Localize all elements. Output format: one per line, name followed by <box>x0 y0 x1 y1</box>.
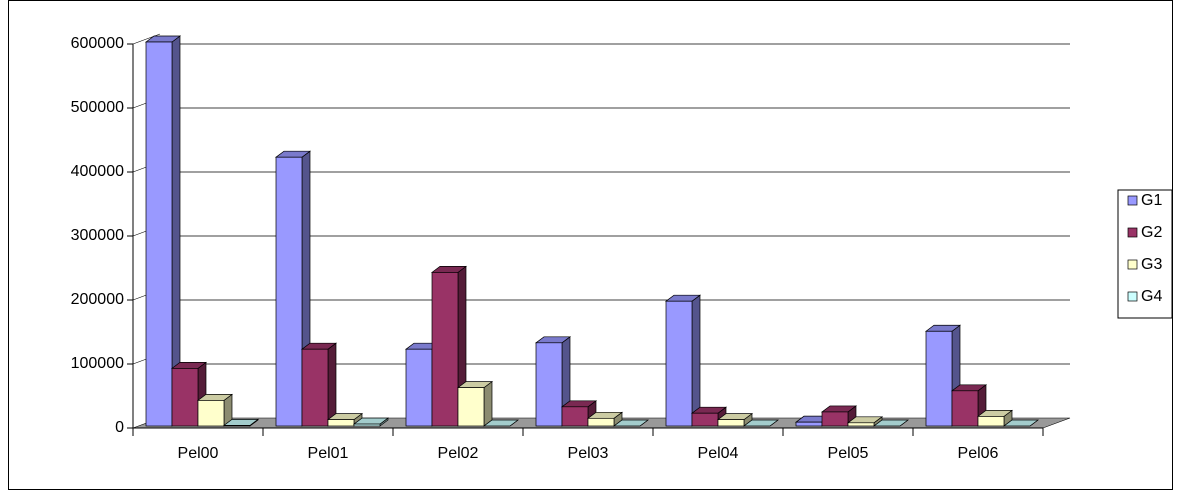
bar <box>977 416 1005 427</box>
y-tick-label: 400000 <box>71 163 124 180</box>
x-tick-label: Pel00 <box>178 445 219 462</box>
bar-side <box>691 294 701 427</box>
bar <box>431 272 459 427</box>
legend-label: G3 <box>1141 256 1162 273</box>
bar <box>925 330 953 427</box>
bar-top <box>742 419 780 427</box>
bar <box>951 390 979 427</box>
y-tick-label: 200000 <box>71 291 124 308</box>
legend-label: G4 <box>1141 288 1162 305</box>
bar-top <box>482 419 520 427</box>
bar <box>535 342 563 427</box>
y-tick-label: 0 <box>115 419 124 436</box>
legend-swatch <box>1127 259 1138 270</box>
bar <box>847 422 875 427</box>
bar <box>587 417 615 427</box>
bar <box>795 421 823 427</box>
legend-label: G2 <box>1141 224 1162 241</box>
bar <box>145 41 173 427</box>
x-tick-label: Pel02 <box>438 445 479 462</box>
bar <box>457 387 485 427</box>
x-tick-label: Pel04 <box>698 445 739 462</box>
bar <box>223 425 251 427</box>
bar-side <box>327 342 337 427</box>
bar <box>327 419 355 427</box>
x-tick-label: Pel03 <box>568 445 609 462</box>
bar <box>821 411 849 427</box>
legend-swatch <box>1127 227 1138 238</box>
bar-side <box>483 380 493 427</box>
bar <box>405 348 433 427</box>
bar <box>171 368 199 427</box>
legend-swatch <box>1127 195 1138 206</box>
y-tick-label: 500000 <box>71 99 124 116</box>
bar-top <box>612 419 650 427</box>
y-tick-label: 600000 <box>71 35 124 52</box>
bar <box>717 419 745 427</box>
bar <box>561 406 589 427</box>
x-tick-label: Pel05 <box>828 445 869 462</box>
bar <box>197 400 225 427</box>
bar-top <box>1002 419 1040 427</box>
bar <box>665 300 693 427</box>
y-tick-label: 300000 <box>71 227 124 244</box>
legend-swatch <box>1127 291 1138 302</box>
bar <box>275 156 303 427</box>
legend-label: G1 <box>1141 192 1162 209</box>
bar-top <box>872 419 910 427</box>
y-tick-label: 100000 <box>71 355 124 372</box>
x-tick-label: Pel06 <box>958 445 999 462</box>
bar <box>353 423 381 427</box>
x-tick-label: Pel01 <box>308 445 349 462</box>
bar <box>301 348 329 427</box>
bar <box>691 412 719 427</box>
legend-box <box>1117 189 1173 319</box>
